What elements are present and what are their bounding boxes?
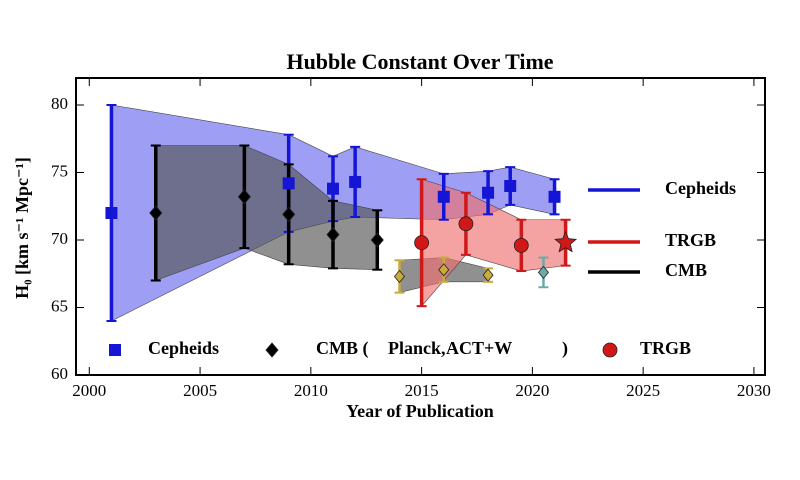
y-tick-label: 65: [51, 296, 68, 315]
y-tick-label: 75: [51, 161, 68, 180]
legend-marker: [602, 342, 618, 358]
marker-square: [326, 182, 339, 195]
plot-frame: [75, 77, 766, 376]
marker-star: [554, 230, 578, 253]
marker-square: [349, 175, 362, 188]
marker-diamond: [393, 269, 405, 284]
marker-diamond: [537, 265, 549, 280]
x-tick-label: 2020: [515, 381, 549, 400]
legend-label: Cepheids: [148, 338, 219, 358]
marker-circle: [513, 237, 529, 253]
x-tick-label: 2015: [405, 381, 439, 400]
marker-diamond: [326, 226, 340, 243]
marker-diamond: [282, 206, 296, 222]
x-tick-label: 2005: [183, 381, 217, 400]
legend-label: CMB: [665, 260, 707, 280]
chart-title: Hubble Constant Over Time: [286, 49, 553, 74]
legend-label: ACT+W: [446, 338, 512, 358]
legend-label: CMB (: [316, 338, 369, 359]
marker-square: [282, 177, 295, 190]
marker-square: [482, 186, 495, 199]
marker-diamond: [237, 189, 251, 205]
legend-label: TRGB: [640, 338, 691, 358]
legend-marker: [265, 342, 279, 358]
marker-diamond: [438, 263, 450, 277]
marker-square: [437, 190, 450, 203]
x-tick-label: 2025: [626, 381, 660, 400]
y-tick-label: 70: [51, 229, 68, 248]
x-tick-label: 2030: [737, 381, 771, 400]
legend-label: Cepheids: [665, 178, 736, 198]
marker-circle: [458, 216, 474, 232]
x-axis-label: Year of Publication: [346, 401, 494, 421]
y-axis-label: H₀ [km s⁻¹ Mpc⁻¹]: [12, 157, 32, 299]
x-tick-label: 2010: [294, 381, 328, 400]
marker-square: [105, 207, 118, 219]
x-tick-label: 2000: [72, 381, 106, 400]
legend-marker: [109, 344, 121, 356]
marker-circle: [414, 235, 430, 251]
legend-label: Planck,: [388, 338, 446, 358]
legend-label: TRGB: [665, 230, 716, 250]
marker-square: [504, 180, 517, 192]
markers: [105, 175, 578, 284]
y-tick-label: 60: [51, 364, 68, 383]
marker-diamond: [370, 232, 384, 248]
marker-diamond: [482, 268, 494, 282]
marker-diamond: [149, 205, 163, 221]
legend-label: ): [562, 338, 568, 359]
y-tick-label: 80: [51, 94, 68, 113]
bands: [111, 104, 566, 322]
marker-square: [548, 190, 561, 203]
